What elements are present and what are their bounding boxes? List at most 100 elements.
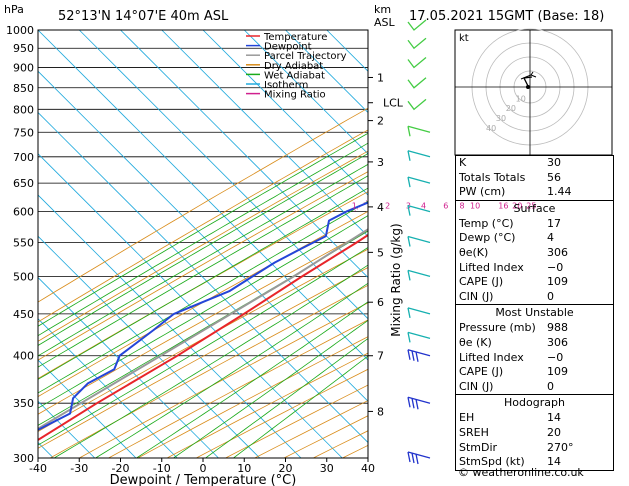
surface-row: θe(K) 306 — [456, 246, 613, 261]
mixing-ratio-axis-label: Mixing Ratio (g/kg) — [389, 223, 403, 336]
wind-barb — [407, 349, 431, 362]
hodograph-unit-label: kt — [459, 33, 469, 44]
wind-barbs — [407, 19, 431, 465]
most-unstable-row: CAPE (J) 109 — [456, 365, 613, 380]
index-label: Temp (°C) — [459, 216, 514, 230]
asl-label: ASL — [374, 16, 396, 29]
pressure-tick-label: 450 — [13, 308, 34, 321]
wind-barb — [407, 331, 431, 343]
wet-adiabat — [173, 319, 368, 458]
pressure-tick-label: 350 — [13, 397, 34, 410]
most-unstable-row: Pressure (mb) 988 — [456, 321, 613, 336]
temperature-line — [38, 233, 368, 442]
pressure-axis: 300 350 400 450 500 550 600 650 700 750 800 850 900 9… — [6, 24, 34, 465]
mixing-ratio-label: 10 — [470, 202, 480, 211]
wind-barb — [407, 77, 427, 89]
isotherm — [202, 30, 368, 196]
wet-adiabat — [38, 215, 368, 409]
isotherm — [38, 235, 261, 458]
km-tick-label: 2 — [377, 115, 384, 128]
temperature-axis: -40 -30 -20 -10 0 10 20 30 40 — [29, 458, 375, 475]
lcl-label: LCL — [383, 97, 404, 110]
hpa-label: hPa — [4, 3, 24, 16]
pressure-tick-label: 750 — [13, 126, 34, 139]
indices-table: K 30 Totals Totals 56 PW (cm) 1.44 Surface … — [455, 155, 614, 471]
most-unstable-row: θe (K) 306 — [456, 336, 613, 351]
index-row-tt: Totals Totals 56 — [456, 171, 613, 186]
pressure-tick-label: 850 — [13, 82, 34, 95]
wet-adiabat — [38, 175, 368, 368]
pressure-tick-label: 1000 — [6, 24, 34, 37]
index-label: PW (cm) — [459, 185, 506, 199]
wind-barb — [407, 125, 431, 137]
dry-adiabat — [38, 267, 368, 449]
most-unstable-heading: Most Unstable — [456, 304, 613, 321]
index-value: 306 — [547, 245, 568, 259]
surface-row: CAPE (J) 109 — [456, 275, 613, 290]
hodograph-row: SREH 20 — [456, 426, 613, 441]
wet-adiabat — [38, 200, 368, 394]
index-label: CIN (J) — [459, 379, 494, 393]
km-tick-label: 7 — [377, 350, 384, 363]
mixing-ratio-label: 16 — [498, 202, 508, 211]
isotherm — [285, 30, 368, 114]
height-axis: 1 2 3 4 5 6 7 8 LCL — [368, 71, 404, 418]
index-label: CIN (J) — [459, 289, 494, 303]
index-value: 20 — [547, 425, 561, 439]
pressure-tick-label: 800 — [13, 103, 34, 116]
hodograph-row: StmDir 270° — [456, 441, 613, 456]
legend-label: Dewpoint — [264, 42, 312, 53]
wet-adiabat — [38, 142, 368, 337]
isotherm — [38, 359, 137, 458]
dry-adiabat — [38, 107, 368, 303]
wind-barb — [407, 269, 431, 281]
km-tick-label: 5 — [377, 246, 384, 259]
wet-adiabat — [53, 264, 368, 458]
wet-adiabat — [38, 153, 368, 346]
mixing-ratio-label: 2 — [385, 202, 390, 211]
dry-adiabat — [108, 319, 368, 458]
index-label: SREH — [459, 425, 489, 439]
wet-adiabat — [38, 132, 368, 327]
isotherm — [120, 30, 368, 279]
pressure-tick-label: 500 — [13, 270, 34, 283]
wet-adiabat — [38, 247, 368, 446]
isotherm — [38, 276, 219, 458]
wind-barb — [407, 150, 431, 161]
dry-adiabat — [38, 229, 368, 415]
mixing-ratio-label: 25 — [526, 202, 536, 211]
mixing-ratio-label: 20 — [512, 202, 522, 211]
wind-barb — [407, 56, 427, 69]
credit-text: © weatheronline.co.uk — [458, 466, 584, 479]
hodograph-heading: Hodograph — [456, 394, 613, 411]
index-label: K — [459, 156, 467, 169]
km-tick-label: 3 — [377, 156, 384, 169]
pressure-tick-label: 950 — [13, 42, 34, 55]
wet-adiabat — [38, 163, 368, 357]
x-tick-label: 10 — [237, 462, 251, 475]
legend-label: Parcel Trajectory — [264, 51, 347, 62]
hodograph-row: EH 14 — [456, 411, 613, 426]
index-value: 109 — [547, 365, 568, 379]
index-value: 17 — [547, 216, 561, 230]
hodograph-origin — [526, 85, 530, 89]
hodograph-ring-label: 30 — [496, 114, 506, 123]
wet-adiabat — [95, 282, 368, 458]
index-label: Pressure (mb) — [459, 321, 536, 335]
wind-barb — [407, 37, 427, 50]
legend-label: Temperature — [263, 32, 327, 43]
dry-adiabat — [38, 191, 368, 380]
mixing-ratio-label: 4 — [421, 202, 426, 211]
index-value: 988 — [547, 321, 568, 335]
index-value: 306 — [547, 335, 568, 349]
x-tick-label: -20 — [112, 462, 130, 475]
hodograph-ring-label: 10 — [516, 94, 526, 103]
pressure-tick-label: 650 — [13, 177, 34, 190]
wind-barb — [407, 235, 431, 247]
pressure-tick-label: 900 — [13, 61, 34, 74]
mixing-ratio-label: 6 — [443, 202, 448, 211]
isotherm — [38, 70, 368, 402]
index-label: CAPE (J) — [459, 275, 504, 289]
km-tick-label: 8 — [377, 405, 384, 418]
x-tick-label: 20 — [279, 462, 293, 475]
